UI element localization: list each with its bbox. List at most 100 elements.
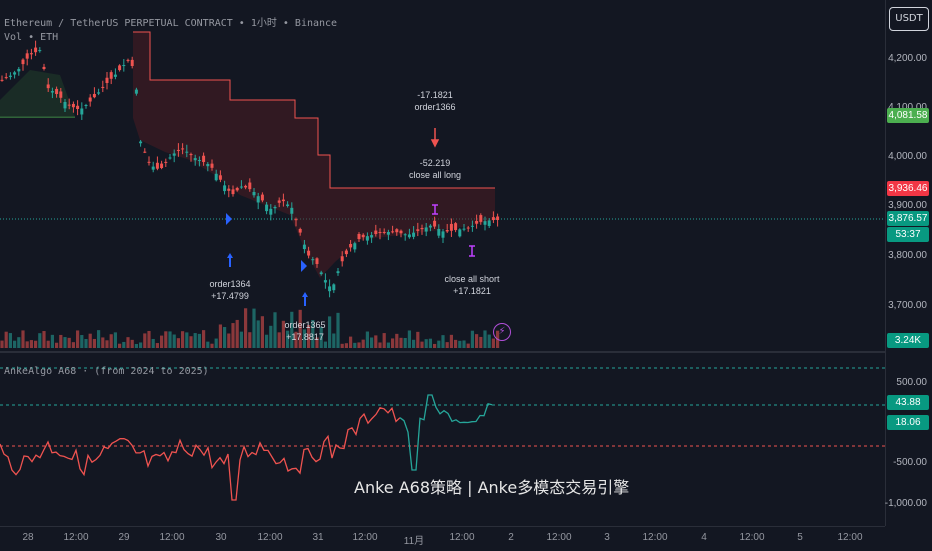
volume-bar bbox=[76, 330, 80, 348]
candle-body bbox=[214, 173, 218, 181]
time-label: 3 bbox=[604, 532, 610, 543]
volume-bar bbox=[147, 330, 151, 348]
volume-bar bbox=[101, 337, 105, 348]
candle-body bbox=[252, 192, 256, 196]
annotation-line: -52.219 bbox=[419, 158, 451, 168]
candle-body bbox=[151, 166, 155, 170]
candle-body bbox=[109, 72, 113, 79]
volume-bar bbox=[302, 329, 306, 348]
candle-body bbox=[386, 232, 390, 235]
annotation-line: close all long bbox=[408, 170, 462, 180]
time-label: 12:00 bbox=[642, 532, 668, 543]
candle-body bbox=[130, 59, 134, 66]
candle-body bbox=[441, 231, 445, 238]
volume-bar bbox=[378, 342, 382, 348]
annotation-line: order1366 bbox=[414, 102, 456, 112]
volume-bar bbox=[365, 331, 369, 348]
candle-body bbox=[118, 65, 122, 71]
candle-body bbox=[454, 223, 458, 231]
candle-body bbox=[302, 244, 306, 250]
symbol-legend[interactable]: Ethereum / TetherUS PERPETUAL CONTRACT •… bbox=[4, 18, 338, 29]
chart-canvas[interactable] bbox=[0, 0, 885, 526]
candle-body bbox=[8, 75, 12, 77]
candle-body bbox=[42, 66, 46, 69]
support-band bbox=[0, 70, 75, 117]
time-label: 12:00 bbox=[257, 532, 283, 543]
candle-body bbox=[286, 204, 290, 207]
indicator-line-bullish bbox=[399, 394, 493, 471]
candle-body bbox=[101, 86, 105, 88]
candle-body bbox=[164, 161, 168, 163]
watermark-text: Anke A68策略 | Anke多模态交易引擎 bbox=[354, 478, 630, 497]
candle-body bbox=[189, 154, 193, 156]
volume-bar bbox=[265, 334, 269, 348]
volume-legend[interactable]: Vol • ETH bbox=[4, 32, 59, 43]
volume-bar bbox=[34, 340, 38, 348]
candle-body bbox=[185, 151, 189, 153]
candle-body bbox=[323, 280, 327, 283]
indicator-tick: -1,000.00 bbox=[884, 498, 927, 509]
price-tick: 4,000.00 bbox=[888, 151, 927, 162]
time-label: 12:00 bbox=[159, 532, 185, 543]
price-axis[interactable]: 4,200.00 4,100.00 4,000.00 3,900.00 3,80… bbox=[885, 0, 932, 526]
indicator-tick: 500.00 bbox=[896, 377, 927, 388]
order1366-annotation: -17.1821 order1366 bbox=[414, 89, 455, 113]
candle-body bbox=[46, 84, 50, 89]
order1365-annotation: order1365 +17.8817 bbox=[284, 319, 325, 343]
candle-body bbox=[353, 243, 357, 250]
volume-bar bbox=[185, 332, 189, 348]
candle-body bbox=[25, 53, 29, 59]
candle-body bbox=[197, 160, 201, 162]
candle-body bbox=[361, 234, 365, 238]
candle-body bbox=[231, 189, 235, 195]
candle-body bbox=[424, 227, 428, 232]
trailing-stop-line bbox=[133, 31, 495, 189]
candle-body bbox=[34, 47, 38, 53]
candle-body bbox=[206, 163, 210, 167]
volume-bar bbox=[269, 325, 273, 348]
candle-body bbox=[391, 231, 395, 233]
candle-body bbox=[105, 77, 109, 83]
candle-body bbox=[21, 59, 25, 65]
volume-bar bbox=[462, 340, 466, 348]
candle-body bbox=[181, 148, 185, 150]
candle-body bbox=[218, 175, 222, 180]
annotation-line: close all short bbox=[444, 274, 500, 284]
volume-bar bbox=[113, 332, 117, 348]
volume-bar bbox=[143, 333, 147, 348]
candle-body bbox=[479, 215, 483, 222]
volume-bar bbox=[181, 331, 185, 348]
volume-bar bbox=[126, 337, 130, 348]
candle-body bbox=[88, 97, 92, 102]
candle-body bbox=[59, 91, 63, 98]
candle-body bbox=[122, 65, 126, 67]
candle-body bbox=[470, 225, 474, 227]
order1364-annotation: order1364 +17.4799 bbox=[209, 278, 250, 302]
indicator-legend[interactable]: AnkeAlgo A68 · (from 2024 to 2025) bbox=[4, 366, 209, 377]
volume-bar bbox=[55, 342, 59, 348]
volume-bar bbox=[21, 330, 25, 348]
candle-body bbox=[433, 220, 437, 227]
volume-bar bbox=[260, 316, 264, 348]
currency-button[interactable]: USDT bbox=[889, 7, 929, 31]
time-axis[interactable]: 28 12:00 29 12:00 30 12:00 31 12:00 11月 … bbox=[0, 526, 885, 551]
candle-body bbox=[412, 232, 416, 237]
volume-bar bbox=[449, 334, 453, 348]
volume-bar bbox=[210, 343, 214, 348]
volume-bar bbox=[189, 336, 193, 348]
volume-bar bbox=[218, 324, 222, 348]
flash-icon[interactable]: ⚡ bbox=[493, 323, 511, 341]
trailing-stop-band bbox=[133, 32, 495, 278]
candle-body bbox=[0, 79, 4, 81]
volume-bar bbox=[239, 331, 243, 348]
volume-bar bbox=[286, 330, 290, 348]
volume-bar bbox=[479, 336, 483, 348]
volume-bar bbox=[227, 333, 231, 348]
price-tick: 4,100.00 bbox=[888, 102, 927, 113]
volume-bar bbox=[214, 338, 218, 348]
time-label: 4 bbox=[701, 532, 707, 543]
volume-bar bbox=[386, 342, 390, 348]
volume-bar bbox=[353, 342, 357, 348]
candle-body bbox=[273, 207, 277, 209]
candle-body bbox=[210, 163, 214, 168]
